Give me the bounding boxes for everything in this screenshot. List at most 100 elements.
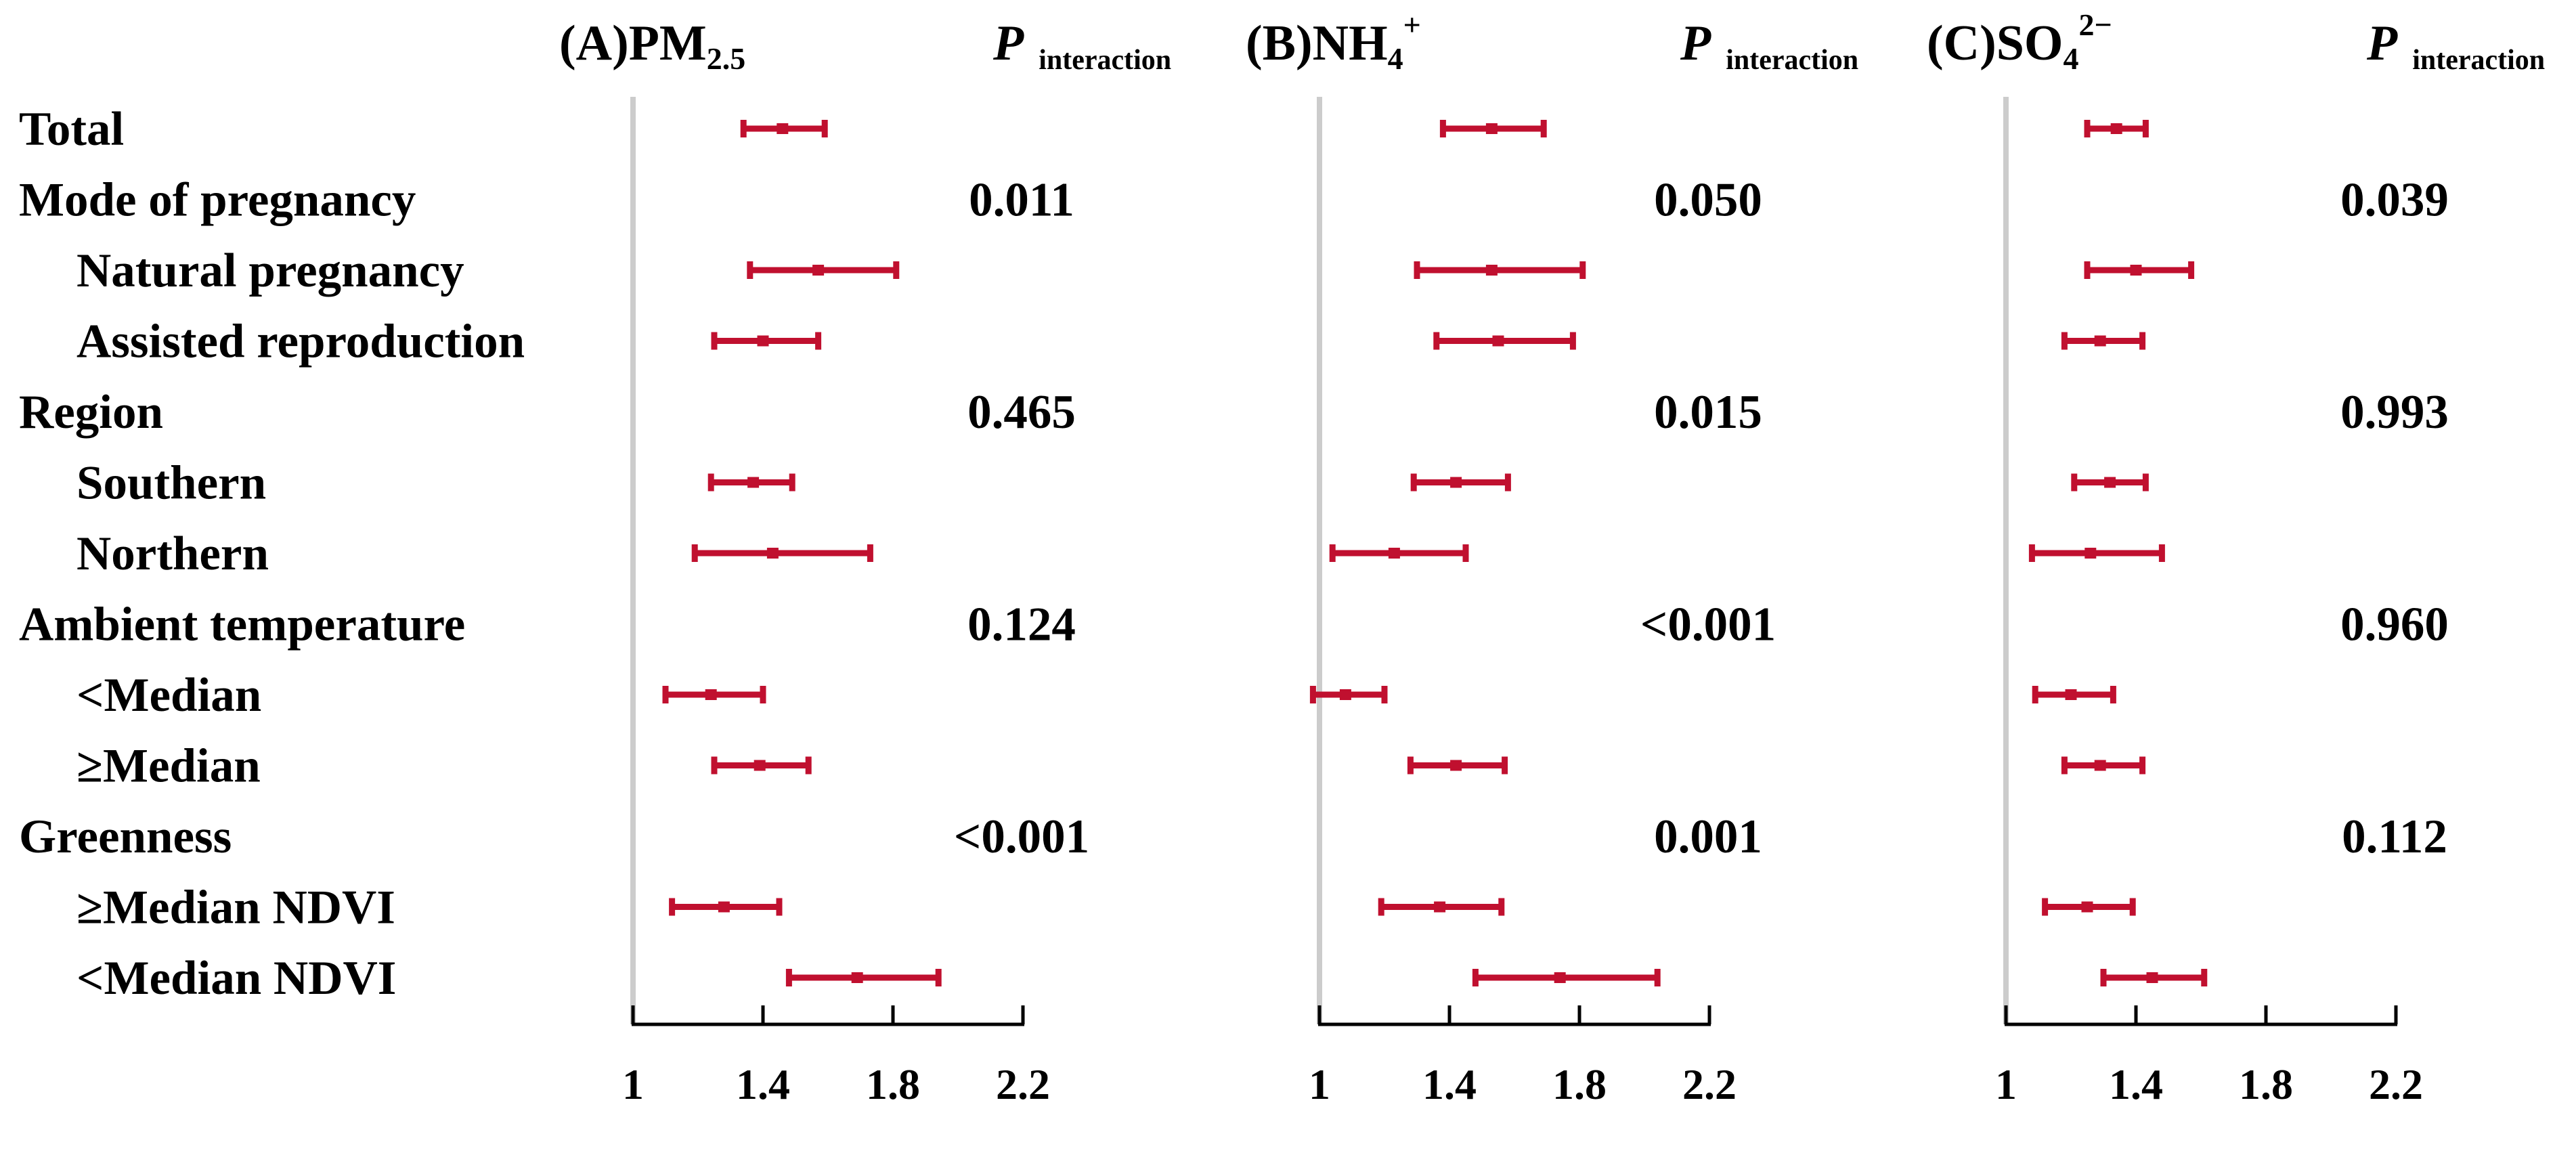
p-value: 0.124 xyxy=(967,599,1076,651)
estimate-marker xyxy=(1378,898,1505,916)
estimate-marker xyxy=(2100,969,2208,986)
point-estimate xyxy=(2081,901,2093,913)
p-value: 0.039 xyxy=(2340,174,2449,227)
row-label: Greenness xyxy=(19,810,232,863)
point-estimate xyxy=(718,901,730,913)
p-value: 0.465 xyxy=(967,386,1076,439)
point-estimate xyxy=(705,689,717,700)
row-label: Natural pregnancy xyxy=(77,244,464,297)
p-label-subscript: interaction xyxy=(1726,45,1858,76)
x-tick-label: 1.8 xyxy=(2239,1060,2293,1108)
estimate-marker xyxy=(2061,332,2146,350)
x-tick-label: 1.4 xyxy=(2109,1060,2163,1108)
x-tick-label: 1 xyxy=(1995,1060,2017,1108)
point-estimate xyxy=(812,265,825,276)
estimate-marker xyxy=(2061,756,2146,775)
panel-title: (C)SO42− xyxy=(1927,7,2112,76)
estimate-marker xyxy=(691,544,873,562)
p-value: 0.050 xyxy=(1654,174,1762,227)
point-estimate xyxy=(1485,265,1498,276)
estimate-marker xyxy=(707,473,795,492)
estimate-marker xyxy=(2032,686,2116,703)
estimate-marker xyxy=(711,332,822,350)
panel-title-subscript: 2.5 xyxy=(707,41,746,76)
estimate-marker xyxy=(2028,544,2165,562)
p-value: 0.112 xyxy=(2342,810,2447,863)
estimate-marker xyxy=(1309,686,1388,703)
row-labels: Total Mode of pregnancy Natural pregnancy A… xyxy=(19,103,525,1005)
panel-title-main: (A)PM xyxy=(559,16,707,71)
p-value: <0.001 xyxy=(1640,599,1776,651)
point-estimate xyxy=(1492,335,1504,347)
p-label-subscript: interaction xyxy=(1039,45,1171,76)
point-estimate xyxy=(2065,689,2077,700)
x-tick-label: 2.2 xyxy=(2369,1060,2423,1108)
panel-title-superscript: 2− xyxy=(2078,7,2112,42)
panel-title-subscript: 4 xyxy=(2063,41,2078,76)
point-estimate xyxy=(2146,972,2158,983)
estimate-marker xyxy=(662,686,766,703)
estimate-marker xyxy=(740,120,828,137)
estimate-marker xyxy=(1414,261,1586,279)
row-label: ≥Median NDVI xyxy=(77,882,395,934)
panel-title-superscript: + xyxy=(1403,7,1421,42)
estimate-marker xyxy=(785,969,942,986)
row-label: <Median xyxy=(77,669,261,722)
estimate-marker xyxy=(1472,969,1661,986)
p-label: P xyxy=(1680,16,1711,71)
row-label: Region xyxy=(19,386,163,439)
estimate-marker xyxy=(1407,756,1508,775)
panel-title-main: (C)SO xyxy=(1927,16,2063,71)
point-estimate xyxy=(1339,689,1351,700)
p-value: <0.001 xyxy=(954,810,1089,863)
x-tick-label: 1.8 xyxy=(866,1060,920,1108)
estimate-marker xyxy=(2071,473,2149,492)
panel-title: (B)NH4+ xyxy=(1246,7,1421,76)
estimate-marker xyxy=(2042,898,2136,916)
row-label: ≥Median xyxy=(77,740,261,793)
estimate-marker xyxy=(1433,332,1576,350)
x-tick-label: 1.8 xyxy=(1552,1060,1607,1108)
point-estimate xyxy=(757,335,769,347)
point-estimate xyxy=(2110,123,2122,134)
estimate-marker xyxy=(711,756,812,775)
p-value: 0.960 xyxy=(2340,599,2449,651)
p-value: 0.011 xyxy=(969,174,1074,227)
point-estimate xyxy=(1388,548,1400,559)
estimate-marker xyxy=(1410,473,1511,492)
estimate-marker xyxy=(2084,120,2149,137)
p-label: P xyxy=(2366,16,2398,71)
point-estimate xyxy=(851,972,863,983)
estimate-marker xyxy=(747,261,900,279)
estimate-marker xyxy=(669,898,783,916)
p-label: P xyxy=(992,16,1024,71)
point-estimate xyxy=(2084,548,2097,559)
point-estimate xyxy=(777,123,789,134)
x-tick-label: 2.2 xyxy=(1682,1060,1737,1108)
point-estimate xyxy=(1450,760,1462,771)
x-tick-label: 1 xyxy=(622,1060,644,1108)
estimate-marker xyxy=(1329,544,1469,562)
row-label: Total xyxy=(19,103,124,156)
point-estimate xyxy=(747,477,760,488)
row-label: Northern xyxy=(77,527,269,580)
point-estimate xyxy=(2130,265,2142,276)
p-label-subscript: interaction xyxy=(2412,45,2545,76)
x-tick-label: 1.4 xyxy=(1422,1060,1477,1108)
row-label: <Median NDVI xyxy=(77,952,396,1005)
point-estimate xyxy=(2104,477,2116,488)
point-estimate xyxy=(2094,760,2106,771)
point-estimate xyxy=(1434,901,1446,913)
point-estimate xyxy=(1485,123,1498,134)
row-label: Mode of pregnancy xyxy=(19,174,416,227)
point-estimate xyxy=(766,548,779,559)
estimate-marker xyxy=(2084,261,2195,279)
p-value: 0.993 xyxy=(2340,386,2449,439)
